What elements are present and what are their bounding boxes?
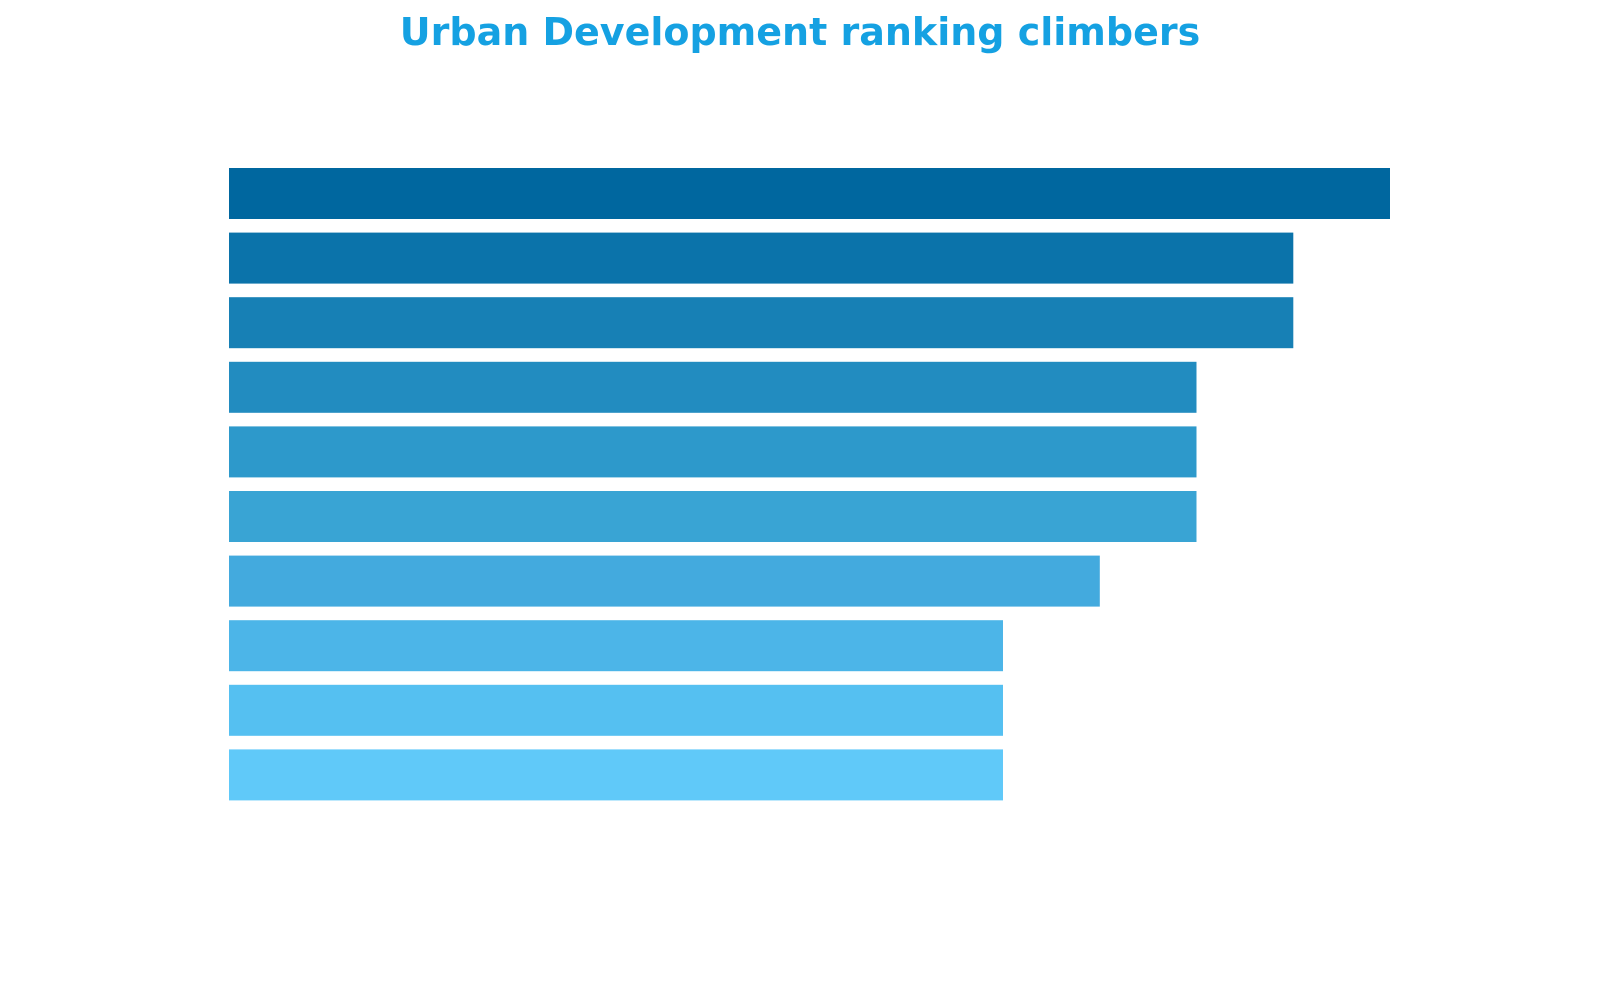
bar-3 (229, 297, 1294, 349)
bar-group (229, 168, 1390, 801)
bar-8 (229, 620, 1003, 672)
bar-4 (229, 361, 1197, 413)
bar-10 (229, 749, 1003, 801)
bar-9 (229, 684, 1003, 736)
bar-2 (229, 232, 1294, 284)
bar-1 (229, 168, 1390, 219)
chart-title: Urban Development ranking climbers (399, 10, 1201, 54)
bar-5 (229, 426, 1197, 478)
bar-6 (229, 491, 1197, 542)
bar-7 (229, 555, 1100, 607)
